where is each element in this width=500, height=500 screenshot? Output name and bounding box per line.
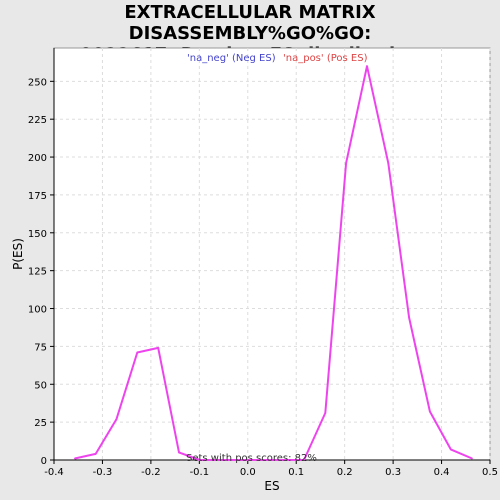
x-tick-label: 0.1	[288, 467, 304, 478]
y-tick-label: 225	[28, 115, 47, 126]
y-axis-label: P(ES)	[11, 238, 25, 270]
x-tick-label: 0.0	[240, 467, 256, 478]
data-point	[219, 459, 222, 461]
x-tick-label: -0.2	[141, 467, 161, 478]
data-point	[387, 162, 390, 164]
legend-item-neg: 'na_neg' (Neg ES)	[187, 53, 276, 64]
data-point	[199, 459, 201, 461]
data-point	[324, 412, 327, 414]
data-point	[429, 410, 431, 413]
data-point	[449, 448, 452, 451]
y-tick-label: 175	[28, 191, 47, 202]
y-tick-label: 75	[34, 342, 47, 353]
x-tick-label: 0.2	[337, 467, 353, 478]
y-axis: 0 25 50 75 100 125 150 175 200 225 250	[28, 48, 55, 467]
y-tick-label: 50	[34, 380, 47, 391]
annotation-pos-scores: Sets with pos scores: 82%	[186, 453, 317, 464]
x-tick-label: -0.4	[44, 467, 64, 478]
x-axis-label: ES	[264, 479, 279, 493]
data-point	[471, 457, 473, 460]
data-point	[74, 457, 76, 460]
x-tick-label: 0.5	[482, 467, 498, 478]
x-tick-label: -0.1	[190, 467, 210, 478]
data-point	[178, 451, 180, 454]
y-tick-label: 150	[28, 229, 47, 240]
data-point	[115, 418, 118, 420]
data-point	[157, 347, 159, 349]
data-point	[282, 459, 284, 461]
data-point	[366, 65, 368, 67]
data-point	[408, 316, 410, 319]
legend-item-pos: 'na_pos' (Pos ES)	[283, 53, 368, 64]
y-tick-label: 0	[41, 456, 47, 467]
y-tick-label: 250	[28, 77, 47, 88]
x-tick-label: 0.3	[385, 467, 401, 478]
y-tick-label: 25	[34, 418, 47, 429]
series-line	[74, 65, 473, 461]
data-point	[345, 162, 347, 164]
x-tick-label: -0.3	[93, 467, 113, 478]
x-tick-label: 0.4	[434, 467, 450, 478]
y-tick-label: 200	[28, 153, 47, 164]
y-tick-label: 125	[28, 267, 47, 278]
y-tick-label: 100	[28, 305, 47, 316]
plot-area	[53, 47, 491, 461]
data-point	[136, 351, 139, 354]
data-point	[261, 459, 264, 461]
data-point	[240, 459, 243, 461]
data-point	[303, 459, 305, 461]
series-group	[74, 65, 473, 461]
chart-title-line-1: EXTRACELLULAR MATRIX DISASSEMBLY%GO%GO:	[124, 2, 376, 44]
data-point	[94, 453, 97, 455]
legend: 'na_neg' (Neg ES) 'na_pos' (Pos ES)	[187, 53, 368, 64]
